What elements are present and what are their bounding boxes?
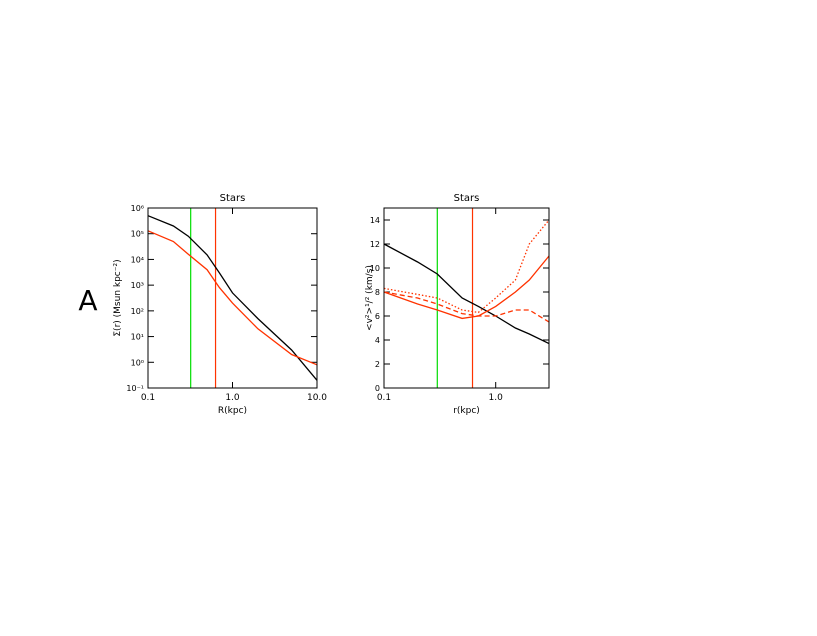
y-tick-label: 10¹ [131, 333, 144, 342]
y-tick-label: 14 [370, 216, 380, 225]
y-tick-label: 10³ [131, 281, 144, 290]
y-axis-label: <v²>¹/² (km/s) [365, 265, 375, 331]
chart-title: Stars [220, 193, 246, 204]
y-tick-label: 10⁰ [131, 358, 144, 367]
y-tick-label: 4 [375, 336, 380, 345]
x-tick-label: 1.0 [225, 393, 240, 403]
y-tick-label: 10⁵ [131, 230, 144, 239]
y-tick-label: 10⁻¹ [126, 384, 144, 393]
x-axis-label: r(kpc) [453, 406, 480, 416]
data-line [383, 219, 550, 314]
data-line [147, 215, 318, 381]
y-tick-label: 2 [375, 360, 380, 369]
plot-frame [147, 207, 318, 389]
data-line [147, 230, 318, 366]
y-tick-label: 10 [370, 264, 380, 273]
panel-label: A [78, 284, 97, 317]
y-tick-label: 0 [375, 384, 380, 393]
x-axis-label: R(kpc) [218, 406, 247, 416]
data-line [383, 243, 550, 345]
chart-title: Stars [454, 193, 480, 204]
x-tick-label: 0.1 [141, 393, 155, 403]
y-tick-label: 12 [370, 240, 380, 249]
plot-frame [383, 207, 550, 389]
y-tick-label: 8 [375, 288, 380, 297]
y-tick-label: 10⁴ [131, 255, 144, 264]
x-tick-label: 10.0 [307, 393, 327, 403]
x-tick-label: 1.0 [489, 393, 504, 403]
data-line [383, 291, 550, 323]
x-tick-label: 0.1 [377, 393, 391, 403]
y-tick-label: 10⁶ [131, 204, 144, 213]
y-tick-label: 6 [375, 312, 380, 321]
y-axis-label: Σ(r) (Msun kpc⁻²) [113, 259, 123, 336]
y-tick-label: 10² [131, 307, 144, 316]
